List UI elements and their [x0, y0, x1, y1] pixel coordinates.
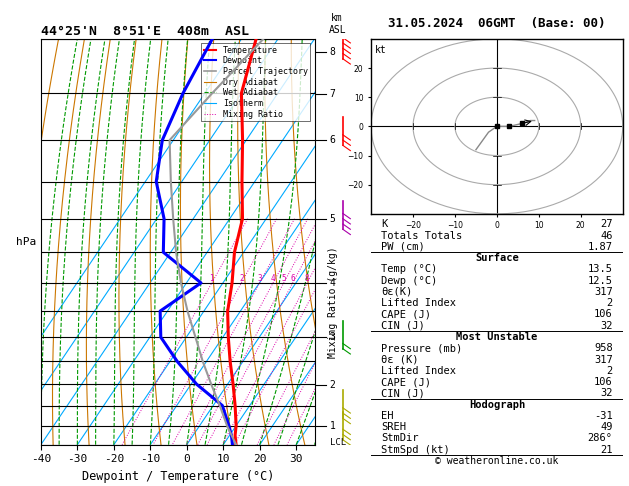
Text: 317: 317 [594, 354, 613, 364]
Text: 21: 21 [600, 445, 613, 455]
Text: 958: 958 [594, 343, 613, 353]
Title: 44°25'N  8°51'E  408m  ASL: 44°25'N 8°51'E 408m ASL [41, 25, 249, 38]
Text: 106: 106 [594, 310, 613, 319]
Text: kt: kt [376, 45, 387, 55]
Text: θε(K): θε(K) [381, 287, 413, 297]
Text: 4: 4 [270, 274, 276, 283]
Text: Most Unstable: Most Unstable [456, 332, 538, 342]
Text: CAPE (J): CAPE (J) [381, 377, 431, 387]
Text: 2: 2 [330, 380, 335, 390]
Text: 7: 7 [330, 89, 335, 99]
Text: SREH: SREH [381, 422, 406, 432]
Text: CAPE (J): CAPE (J) [381, 310, 431, 319]
Text: 8: 8 [330, 47, 335, 56]
Text: Dewp (°C): Dewp (°C) [381, 276, 437, 286]
Text: LCL: LCL [330, 438, 346, 447]
Text: 2: 2 [606, 298, 613, 308]
Text: 13.5: 13.5 [587, 264, 613, 275]
Text: km
ASL: km ASL [328, 13, 346, 35]
Text: 5: 5 [281, 274, 286, 283]
Text: CIN (J): CIN (J) [381, 321, 425, 331]
Text: StmDir: StmDir [381, 434, 419, 443]
Text: 8: 8 [305, 274, 309, 283]
Text: 12.5: 12.5 [587, 276, 613, 286]
Text: Pressure (mb): Pressure (mb) [381, 343, 462, 353]
Text: Mixing Ratio (g/kg): Mixing Ratio (g/kg) [328, 247, 338, 359]
Text: 3: 3 [257, 274, 262, 283]
Text: 1.87: 1.87 [587, 242, 613, 252]
Text: 1: 1 [209, 274, 214, 283]
Text: Surface: Surface [475, 253, 519, 263]
Text: StmSpd (kt): StmSpd (kt) [381, 445, 450, 455]
Text: -31: -31 [594, 411, 613, 421]
Text: hPa: hPa [16, 237, 36, 247]
Text: 1: 1 [330, 421, 335, 432]
Text: 6: 6 [291, 274, 295, 283]
Text: 286°: 286° [587, 434, 613, 443]
X-axis label: Dewpoint / Temperature (°C): Dewpoint / Temperature (°C) [82, 470, 274, 483]
Text: 46: 46 [600, 230, 613, 241]
Text: 32: 32 [600, 388, 613, 399]
Text: PW (cm): PW (cm) [381, 242, 425, 252]
Text: 2: 2 [239, 274, 243, 283]
Text: θε (K): θε (K) [381, 354, 419, 364]
Text: Totals Totals: Totals Totals [381, 230, 462, 241]
Text: 317: 317 [594, 287, 613, 297]
Text: Lifted Index: Lifted Index [381, 366, 456, 376]
Text: 106: 106 [594, 377, 613, 387]
Text: 32: 32 [600, 321, 613, 331]
Text: 49: 49 [600, 422, 613, 432]
Text: 5: 5 [330, 214, 335, 224]
Text: Lifted Index: Lifted Index [381, 298, 456, 308]
Text: Temp (°C): Temp (°C) [381, 264, 437, 275]
Text: 3: 3 [330, 332, 335, 342]
Text: 27: 27 [600, 219, 613, 229]
Text: K: K [381, 219, 387, 229]
Text: CIN (J): CIN (J) [381, 388, 425, 399]
Text: © weatheronline.co.uk: © weatheronline.co.uk [435, 456, 559, 466]
Text: Hodograph: Hodograph [469, 399, 525, 410]
Text: 31.05.2024  06GMT  (Base: 00): 31.05.2024 06GMT (Base: 00) [388, 17, 606, 30]
Legend: Temperature, Dewpoint, Parcel Trajectory, Dry Adiabat, Wet Adiabat, Isotherm, Mi: Temperature, Dewpoint, Parcel Trajectory… [201, 43, 310, 121]
Text: 4: 4 [330, 278, 335, 288]
Text: 6: 6 [330, 135, 335, 145]
Text: 2: 2 [606, 366, 613, 376]
Text: EH: EH [381, 411, 394, 421]
